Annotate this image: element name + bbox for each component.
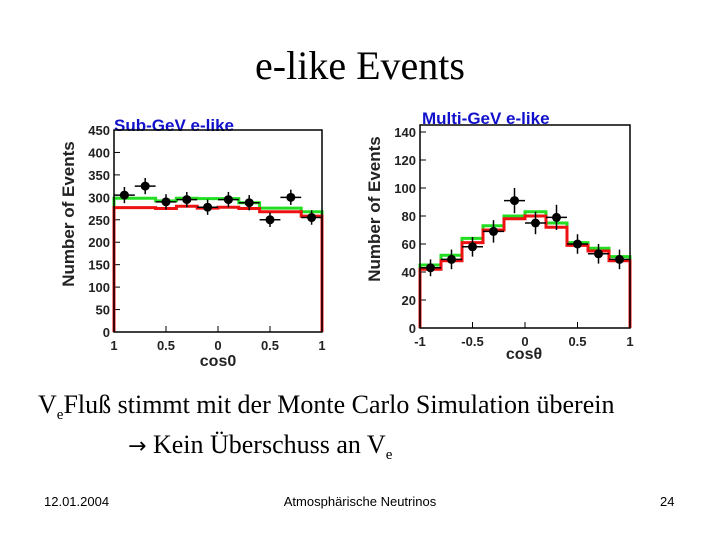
y-tick-label: 250 bbox=[88, 213, 110, 228]
x-tick-label: 1 bbox=[318, 338, 325, 353]
data-point bbox=[161, 197, 171, 207]
y-tick-label: 150 bbox=[88, 258, 110, 273]
page-number: 24 bbox=[660, 494, 675, 509]
data-point bbox=[244, 198, 254, 208]
y-tick-label: 0 bbox=[103, 325, 110, 340]
data-point bbox=[203, 202, 213, 212]
statement-text: Fluß stimmt mit der Monte Carlo Simulati… bbox=[63, 390, 615, 419]
x-tick-label: 0.5 bbox=[261, 338, 279, 353]
footer-date: 12.01.2004 bbox=[44, 494, 110, 509]
data-point bbox=[468, 242, 477, 252]
green-mc-histogram bbox=[418, 210, 632, 328]
body-statement: VeFluß stimmt mit der Monte Carlo Simula… bbox=[38, 390, 614, 424]
y-axis-label: Number of Events bbox=[59, 141, 78, 286]
data-point bbox=[447, 254, 456, 264]
y-tick-label: 450 bbox=[88, 123, 110, 138]
data-point bbox=[531, 218, 540, 228]
x-tick-label: -0.5 bbox=[461, 334, 483, 349]
slide-title: e-like Events bbox=[255, 43, 465, 88]
x-tick-label: 1 bbox=[110, 338, 117, 353]
y-tick-label: 400 bbox=[88, 145, 110, 160]
y-tick-label: 100 bbox=[394, 181, 416, 196]
data-point bbox=[307, 213, 317, 223]
chart-title: Sub-GeV e-like bbox=[114, 116, 234, 135]
red-mc-histogram bbox=[112, 204, 324, 332]
data-point bbox=[119, 190, 129, 200]
x-tick-label: 1 bbox=[626, 334, 633, 349]
data-point bbox=[286, 192, 296, 202]
nu-subscript: e bbox=[385, 447, 393, 463]
y-axis-label: Number of Events bbox=[365, 136, 384, 281]
y-tick-label: 350 bbox=[88, 168, 110, 183]
x-tick-label: 0.5 bbox=[157, 338, 175, 353]
x-tick-label: -1 bbox=[414, 334, 426, 349]
y-tick-label: 40 bbox=[402, 265, 416, 280]
y-tick-label: 0 bbox=[409, 321, 416, 336]
y-tick-label: 50 bbox=[96, 303, 110, 318]
x-tick-label: 0 bbox=[521, 334, 528, 349]
data-point bbox=[182, 195, 192, 205]
y-tick-label: 300 bbox=[88, 190, 110, 205]
data-point bbox=[573, 239, 582, 249]
charts-canvas: Sub-GeV e-like Number of Events cos0 0 50… bbox=[59, 109, 634, 370]
data-point bbox=[140, 181, 150, 191]
data-point bbox=[223, 195, 233, 205]
data-point bbox=[594, 249, 603, 259]
data-point bbox=[489, 226, 498, 236]
nu-subscript: e bbox=[56, 407, 64, 423]
data-point bbox=[552, 212, 561, 222]
chart-title: Multi-GeV e-like bbox=[422, 109, 550, 128]
data-point bbox=[510, 196, 519, 206]
y-tick-label: 20 bbox=[402, 293, 416, 308]
plot-frame bbox=[419, 124, 631, 329]
y-tick-label: 120 bbox=[394, 153, 416, 168]
x-axis-label: cos0 bbox=[200, 353, 237, 370]
y-tick-label: 60 bbox=[402, 237, 416, 252]
plot-frame bbox=[113, 129, 323, 333]
x-axis-label: cosθ bbox=[506, 346, 542, 363]
data-point bbox=[615, 254, 624, 264]
data-point bbox=[426, 263, 435, 273]
y-tick-label: 140 bbox=[394, 125, 416, 140]
y-tick-label: 80 bbox=[402, 209, 416, 224]
sub-gev-chart: Sub-GeV e-like Number of Events cos0 0 50… bbox=[59, 116, 326, 370]
red-mc-histogram bbox=[418, 214, 632, 328]
footer-title: Atmosphärische Neutrinos bbox=[283, 494, 437, 509]
x-tick-label: 0 bbox=[214, 338, 221, 353]
x-tick-label: 0.5 bbox=[568, 334, 586, 349]
green-mc-histogram bbox=[112, 196, 324, 332]
data-point bbox=[265, 215, 275, 225]
body-conclusion: → Kein Überschuss an Ve bbox=[128, 430, 392, 464]
arrow-icon: → bbox=[128, 434, 147, 459]
y-tick-label: 200 bbox=[88, 235, 110, 250]
conclusion-text: Kein Überschuss an V bbox=[146, 430, 386, 459]
y-tick-label: 100 bbox=[88, 280, 110, 295]
nu-symbol: V bbox=[38, 390, 57, 419]
multi-gev-chart: Multi-GeV e-like Number of Events cosθ 0… bbox=[365, 109, 634, 363]
